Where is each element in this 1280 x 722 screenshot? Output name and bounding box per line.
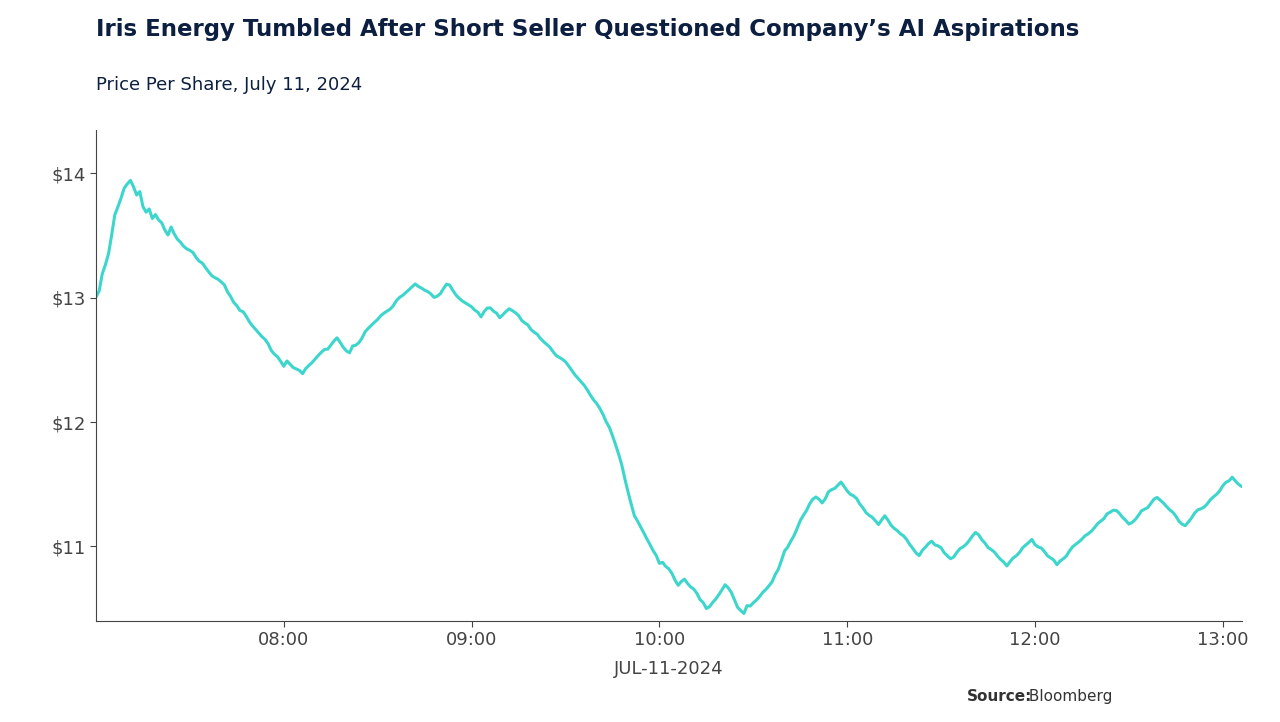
Text: Source:: Source: bbox=[966, 689, 1032, 704]
Text: Bloomberg: Bloomberg bbox=[1024, 689, 1112, 704]
X-axis label: JUL-11-2024: JUL-11-2024 bbox=[614, 661, 723, 679]
Text: Price Per Share, July 11, 2024: Price Per Share, July 11, 2024 bbox=[96, 76, 362, 94]
Text: Iris Energy Tumbled After Short Seller Questioned Company’s AI Aspirations: Iris Energy Tumbled After Short Seller Q… bbox=[96, 18, 1079, 41]
